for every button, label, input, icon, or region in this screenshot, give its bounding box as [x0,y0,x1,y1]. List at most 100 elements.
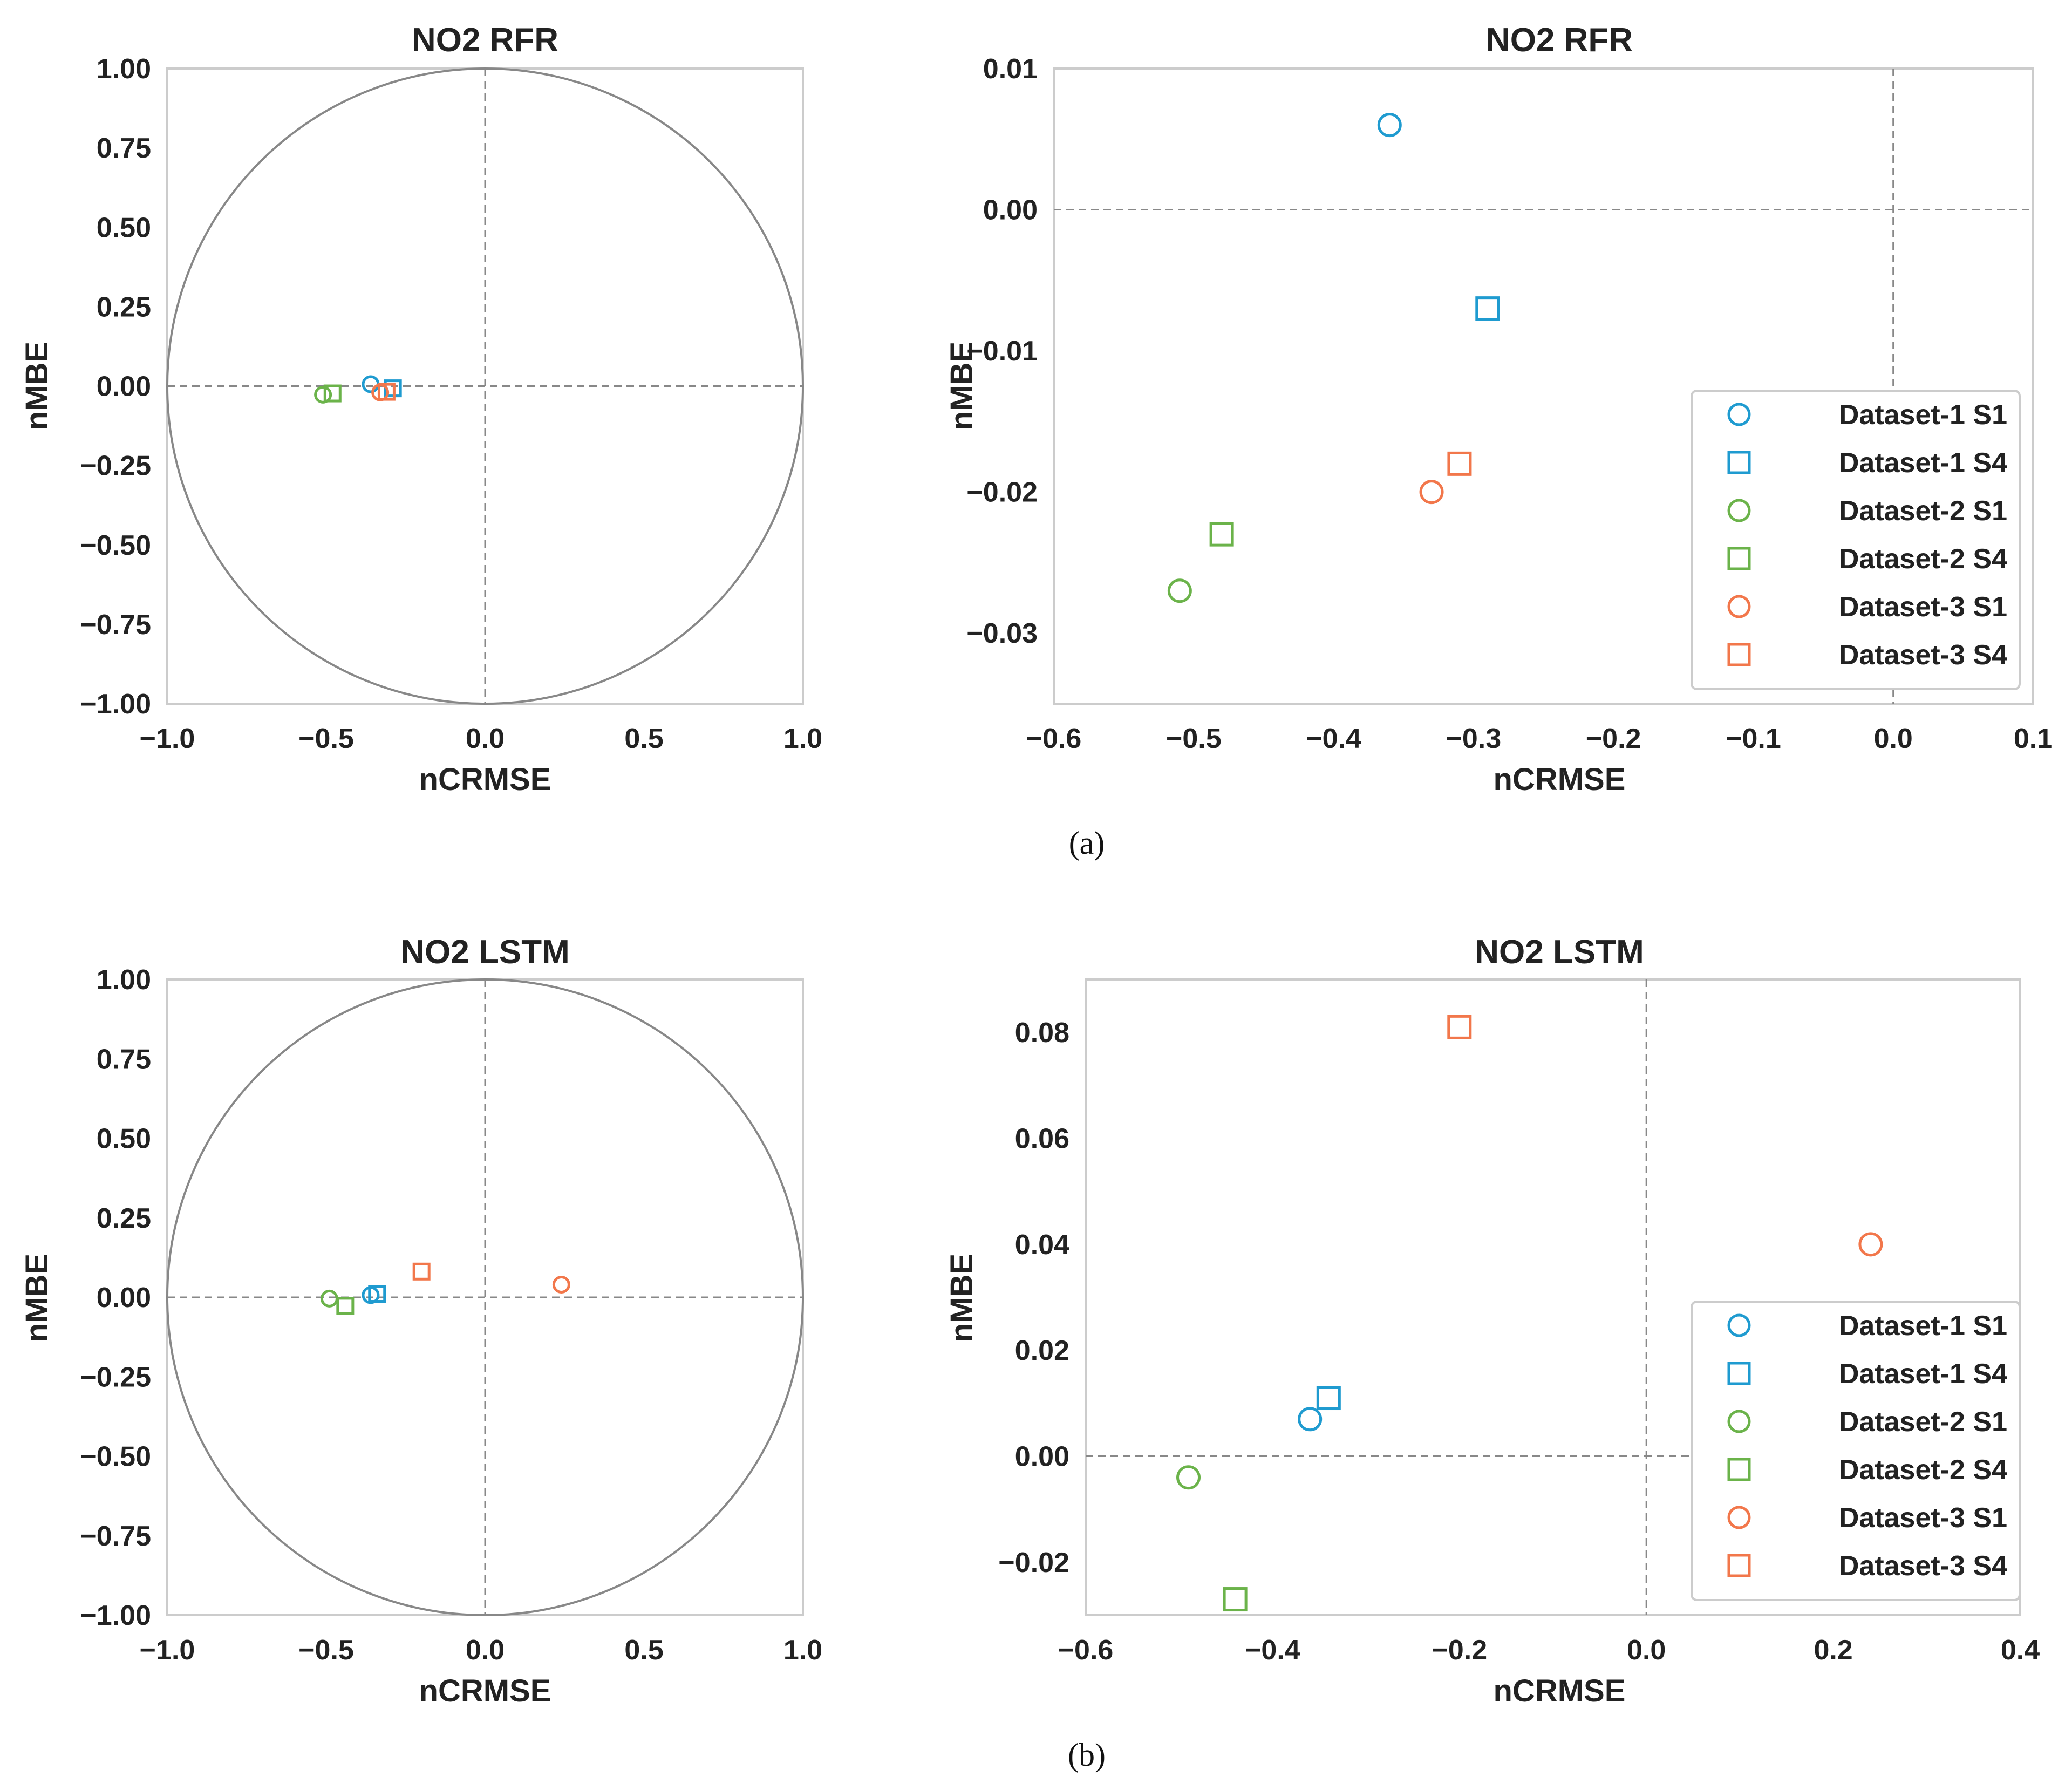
y-tick-label: 0.00 [97,1282,151,1313]
x-tick-label: 0.0 [1874,723,1913,754]
x-tick-label: −0.6 [1026,723,1082,754]
y-tick-label: −0.75 [80,609,151,641]
chart-title: NO2 RFR [1486,22,1633,59]
y-tick-label: 0.25 [97,291,151,323]
y-tick-label: −1.00 [80,689,151,720]
data-point [1447,1015,1472,1039]
chart-title: NO2 LSTM [1475,934,1644,971]
y-tick-label: −0.02 [998,1547,1069,1578]
y-tick-label: 0.25 [97,1203,151,1234]
legend-marker [1727,1362,1751,1385]
legend-label: Dataset-1 S4 [1839,1358,2007,1390]
y-tick-label: 0.50 [97,1124,151,1155]
x-tick-label: 0.0 [466,1635,505,1666]
y-tick-label: 0.00 [1015,1441,1069,1473]
data-point [1475,296,1500,321]
legend-marker [1727,1554,1751,1577]
data-point [1209,522,1234,547]
legend-marker [1727,595,1751,618]
x-axis-label: nCRMSE [1494,1673,1626,1709]
data-point [1447,451,1472,476]
data-point [1176,1465,1201,1490]
x-tick-label: −1.0 [140,1635,195,1666]
legend-marker [1727,451,1751,474]
y-tick-label: −0.50 [80,1441,151,1473]
y-tick-label: 0.00 [97,371,151,403]
chart-rfr-circle: NO2 RFR nCRMSE nMBE −1.0 −0.5 0.0 0.5 1.0 1.0… [19,22,822,797]
legend-marker [1727,643,1751,666]
chart-title: NO2 RFR [412,22,558,59]
legend-marker [1727,1410,1751,1433]
x-tick-label: −0.4 [1245,1635,1300,1666]
data-point [336,1297,355,1315]
data-point [1377,113,1402,138]
y-tick-label: −0.75 [80,1521,151,1552]
data-point [1858,1232,1883,1257]
x-tick-label: −0.5 [298,1635,354,1666]
legend-label: Dataset-1 S1 [1839,399,2007,431]
y-tick-label: 0.50 [97,212,151,243]
legend-label: Dataset-3 S1 [1839,591,2007,623]
x-axis-label: nCRMSE [419,1673,551,1709]
y-tick-label: −0.25 [80,451,151,482]
legend-marker [1727,403,1751,426]
y-axis-label: nMBE [19,342,54,430]
legend-box [1691,390,2021,690]
y-tick-label: 0.00 [983,195,1038,226]
y-tick-label: 0.02 [1015,1335,1069,1366]
x-axis-label: nCRMSE [419,762,551,797]
legend-marker [1727,547,1751,570]
x-tick-label: 1.0 [783,1635,822,1666]
y-tick-label: 0.01 [983,53,1038,85]
data-point [412,1262,431,1281]
legend: Dataset-1 S1 Dataset-1 S4 Dataset-2 S1 Data… [1691,390,2021,690]
x-tick-label: −0.6 [1058,1635,1114,1666]
data-point [1167,578,1192,603]
data-point [1419,480,1444,505]
data-point [1316,1386,1341,1411]
y-tick-label: −0.01 [966,336,1038,367]
legend-label: Dataset-2 S4 [1839,1454,2007,1486]
legend-label: Dataset-2 S1 [1839,1406,2007,1438]
legend-marker [1727,499,1751,522]
plot-frame [1085,978,2021,1616]
x-tick-label: 0.2 [1814,1635,1852,1666]
legend-label: Dataset-2 S1 [1839,495,2007,527]
legend: Dataset-1 S1 Dataset-1 S4 Dataset-2 S1 Data… [1691,1301,2021,1601]
data-point [1298,1407,1323,1432]
legend-box [1691,1301,2021,1601]
x-tick-label: 0.5 [624,1635,663,1666]
y-tick-label: 0.75 [97,1044,151,1075]
x-tick-label: −0.3 [1446,723,1502,754]
x-tick-label: −0.2 [1586,723,1641,754]
y-tick-label: 1.00 [97,964,151,996]
y-tick-label: −0.25 [80,1362,151,1393]
legend-marker [1727,1313,1751,1337]
y-tick-label: −0.50 [80,530,151,561]
data-point [552,1275,570,1294]
y-tick-label: 0.75 [97,133,151,164]
x-tick-label: −0.5 [1166,723,1222,754]
data-point [368,1285,386,1303]
chart-rfr-zoom: NO2 RFR nCRMSE nMBE −0.6 −0.5 −0.4 −0.3 −0.2… [944,22,2053,797]
data-point [323,384,342,403]
y-tick-label: −1.00 [80,1600,151,1631]
y-tick-label: 0.04 [1015,1229,1069,1261]
y-tick-label: 0.06 [1015,1124,1069,1155]
x-tick-label: 0.4 [2001,1635,2040,1666]
chart-lstm-zoom: NO2 LSTM nCRMSE nMBE −0.6 −0.4 −0.2 0.0 0.2 0… [944,934,2040,1709]
panel-b-caption: (b) [1068,1737,1106,1773]
legend-marker [1727,1458,1751,1481]
x-tick-label: 0.0 [466,723,505,754]
x-tick-label: −0.2 [1432,1635,1487,1666]
x-tick-label: −1.0 [140,723,195,754]
legend-label: Dataset-3 S1 [1839,1502,2007,1534]
legend-label: Dataset-1 S4 [1839,447,2007,479]
plot-frame [1053,67,2034,705]
unit-circle [166,978,804,1616]
chart-title: NO2 LSTM [400,934,569,971]
y-axis-label: nMBE [19,1254,54,1342]
x-tick-label: −0.4 [1306,723,1361,754]
legend-label: Dataset-1 S1 [1839,1310,2007,1342]
x-tick-label: 0.1 [2014,723,2053,754]
